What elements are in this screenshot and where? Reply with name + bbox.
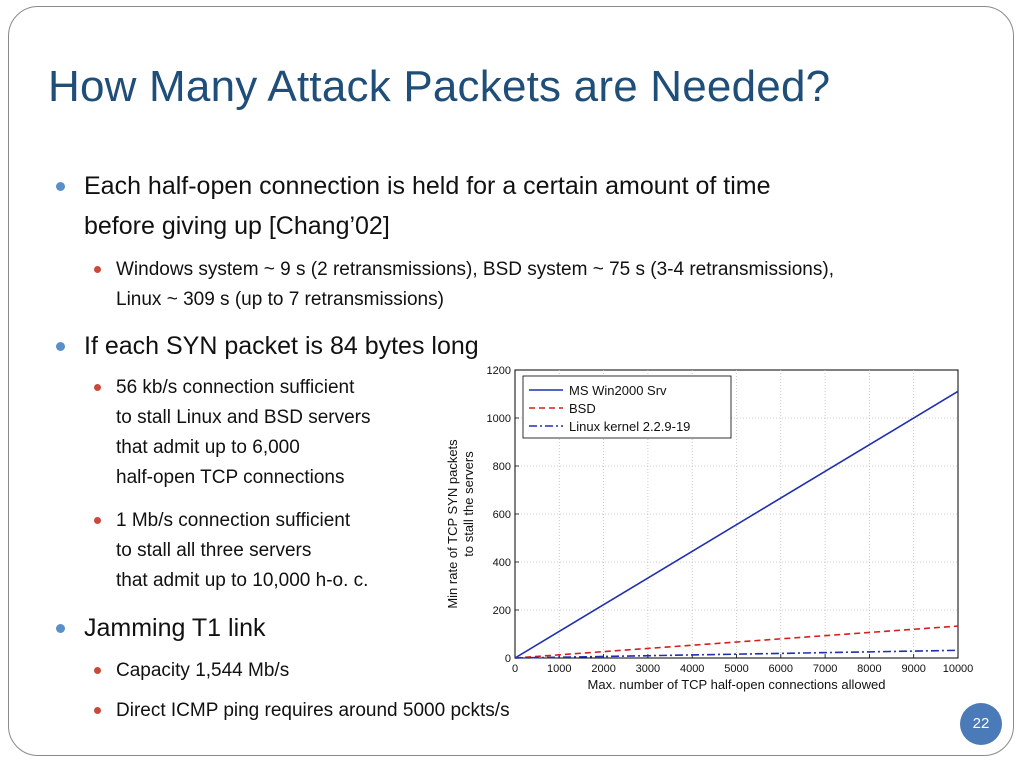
sub-bullet-text: 1 Mb/s connection sufficient to stall al…: [116, 506, 368, 596]
sub-bullet-text: Capacity 1,544 Mb/s: [116, 656, 289, 686]
legend-label: BSD: [569, 401, 596, 416]
sub-bullet-line: Direct ICMP ping requires around 5000 pc…: [116, 700, 510, 721]
y-tick-label: 600: [493, 509, 511, 521]
y-tick-label: 1000: [487, 413, 511, 425]
x-tick-label: 5000: [724, 663, 748, 675]
sub-bullet-line: Windows system ~ 9 s (2 retransmissions)…: [116, 259, 834, 280]
y-tick-label: 1200: [487, 365, 511, 377]
sub-bullet-line: to stall Linux and BSD servers: [116, 407, 371, 428]
sub-bullet-line: Capacity 1,544 Mb/s: [116, 660, 290, 681]
x-tick-label: 6000: [769, 663, 793, 675]
sub-bullet-dot: [94, 707, 101, 714]
sub-bullet-line: Linux ~ 309 s (up to 7 retransmissions): [116, 289, 444, 310]
y-axis-label: Min rate of TCP SYN packets: [445, 439, 460, 609]
x-tick-label: 8000: [857, 663, 881, 675]
slide-title: How Many Attack Packets are Needed?: [48, 62, 831, 111]
sub-bullet-dot: [94, 517, 101, 524]
x-tick-label: 9000: [901, 663, 925, 675]
y-tick-label: 0: [505, 653, 511, 665]
x-tick-label: 1000: [547, 663, 571, 675]
sub-bullet-line: half-open TCP connections: [116, 467, 345, 488]
series-line-1: [514, 390, 959, 659]
y-tick-label: 400: [493, 557, 511, 569]
sub-bullet-text: 56 kb/s connection sufficient to stall L…: [116, 373, 371, 493]
legend-label: Linux kernel 2.2.9-19: [569, 419, 690, 434]
syn-rate-chart: 0 1000 2000 3000 4000 5000 6000 7000 8000 9000 100…: [445, 365, 974, 692]
sub-bullet-text: Direct ICMP ping requires around 5000 pc…: [116, 696, 510, 726]
bullet-text: Each half-open connection is held for a …: [84, 166, 771, 246]
slide-number-badge: 22: [960, 703, 1002, 745]
sub-bullet-dot: [94, 384, 101, 391]
bullet-line: Jamming T1 link: [84, 614, 266, 642]
x-tick-label: 7000: [813, 663, 837, 675]
y-tick-label: 200: [493, 605, 511, 617]
sub-bullet-dot: [94, 266, 101, 273]
bullet-text: If each SYN packet is 84 bytes long: [84, 326, 479, 366]
sub-bullet-text: Windows system ~ 9 s (2 retransmissions)…: [116, 255, 834, 315]
series-line-3: [514, 649, 959, 659]
bullet-dot: [56, 182, 65, 191]
x-tick-label: 0: [512, 663, 518, 675]
bullet-dot: [56, 624, 65, 633]
x-tick-label: 2000: [591, 663, 615, 675]
y-tick-label: 800: [493, 461, 511, 473]
x-tick-label: 3000: [636, 663, 660, 675]
x-axis-label: Max. number of TCP half-open connections…: [588, 677, 886, 692]
bullet-line: Each half-open connection is held for a …: [84, 172, 771, 200]
legend-label: MS Win2000 Srv: [569, 383, 667, 398]
sub-bullet-line: 1 Mb/s connection sufficient: [116, 510, 351, 531]
x-tick-label: 10000: [943, 663, 974, 675]
sub-bullet-line: that admit up to 10,000 h-o. c.: [116, 570, 369, 591]
legend-box: [522, 375, 732, 439]
x-tick-label: 4000: [680, 663, 704, 675]
sub-bullet-dot: [94, 667, 101, 674]
bullet-line: If each SYN packet is 84 bytes long: [84, 332, 479, 360]
y-axis-label: to stall the servers: [461, 451, 476, 557]
sub-bullet-line: 56 kb/s connection sufficient: [116, 377, 355, 398]
bullet-line: before giving up [Chang’02]: [84, 212, 390, 240]
sub-bullet-line: that admit up to 6,000: [116, 437, 300, 458]
bullet-dot: [56, 342, 65, 351]
bullet-text: Jamming T1 link: [84, 608, 266, 648]
series-line-2: [514, 625, 959, 659]
sub-bullet-line: to stall all three servers: [116, 540, 312, 561]
